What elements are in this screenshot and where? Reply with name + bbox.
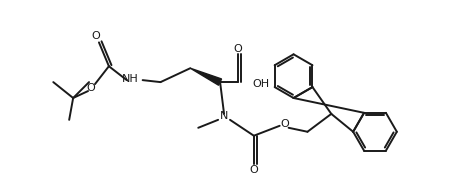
Text: O: O bbox=[92, 31, 100, 42]
Text: N: N bbox=[220, 111, 228, 121]
Text: OH: OH bbox=[253, 79, 270, 89]
Text: O: O bbox=[280, 119, 289, 129]
Text: O: O bbox=[234, 44, 242, 54]
Polygon shape bbox=[191, 68, 221, 85]
Text: NH: NH bbox=[122, 74, 139, 84]
Text: O: O bbox=[87, 83, 95, 93]
Text: O: O bbox=[249, 166, 258, 176]
